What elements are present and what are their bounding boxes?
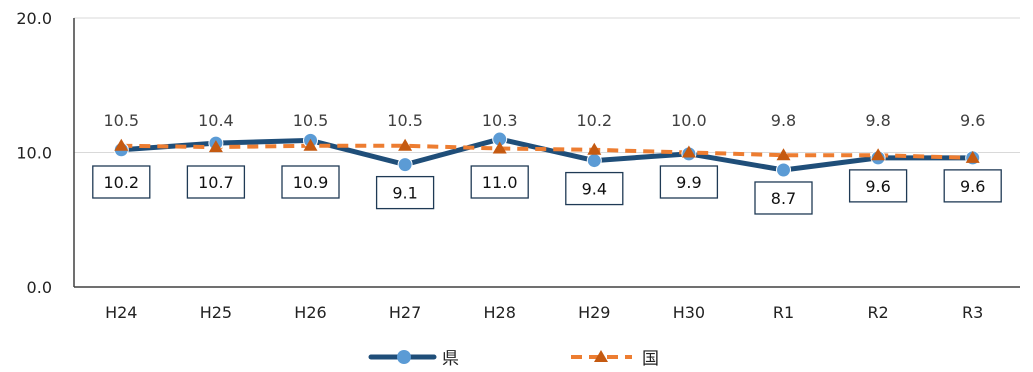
legend-marker-kuni bbox=[594, 350, 608, 362]
x-tick-label: R1 bbox=[773, 303, 794, 322]
data-label-ken: 10.9 bbox=[293, 173, 329, 192]
axes-layer: 0.0 10.0 20.0 H24 H25 H26 H27 H28 H29 H30 R1 R2 R3 bbox=[16, 9, 1020, 322]
data-label-kuni: 9.8 bbox=[771, 111, 796, 130]
data-point-kuni bbox=[492, 141, 507, 154]
data-point-kuni bbox=[587, 142, 602, 155]
legend-label-kuni: 国 bbox=[642, 349, 659, 369]
data-label-box-ken bbox=[281, 165, 340, 199]
series-layer bbox=[113, 131, 981, 178]
data-label-kuni: 9.8 bbox=[865, 111, 890, 130]
data-point-kuni bbox=[114, 138, 129, 151]
data-label-kuni: 10.5 bbox=[103, 111, 139, 130]
data-point-kuni bbox=[871, 148, 886, 161]
data-label-box-ken bbox=[186, 165, 246, 199]
x-tick-label: H25 bbox=[200, 303, 232, 322]
x-tick-label: H26 bbox=[294, 303, 326, 322]
x-tick-label: H24 bbox=[105, 303, 137, 322]
data-label-box-ken bbox=[92, 165, 151, 199]
data-label-ken: 8.7 bbox=[771, 189, 796, 208]
data-label-box-ken bbox=[375, 175, 435, 210]
y-tick-label: 10.0 bbox=[16, 144, 52, 163]
data-labels-layer: 10.5 10.4 10.5 10.5 10.3 10.2 10.0 9.8 9.8 9.6 10.… bbox=[92, 111, 1002, 215]
legend-label-ken: 県 bbox=[442, 349, 459, 369]
data-label-kuni: 10.4 bbox=[198, 111, 234, 130]
data-point-kuni bbox=[965, 150, 980, 163]
data-label-box-ken bbox=[565, 171, 624, 206]
data-label-kuni: 10.5 bbox=[293, 111, 329, 130]
x-tick-label: R2 bbox=[867, 303, 888, 322]
data-point-kuni bbox=[776, 148, 791, 161]
data-label-kuni: 10.5 bbox=[387, 111, 423, 130]
data-label-ken: 9.6 bbox=[865, 177, 890, 196]
data-label-ken: 9.4 bbox=[582, 180, 607, 199]
data-point-kuni bbox=[303, 138, 318, 151]
y-tick-label: 20.0 bbox=[16, 9, 52, 28]
data-label-ken: 9.1 bbox=[392, 184, 417, 203]
data-point-ken bbox=[397, 157, 413, 173]
data-label-kuni: 10.3 bbox=[482, 111, 518, 130]
data-point-ken bbox=[776, 162, 791, 178]
data-label-box-ken bbox=[754, 181, 813, 215]
data-point-kuni bbox=[208, 140, 223, 153]
data-label-ken: 10.2 bbox=[103, 173, 139, 192]
data-point-kuni bbox=[398, 138, 413, 151]
data-label-box-ken bbox=[659, 165, 719, 199]
data-point-kuni bbox=[681, 145, 696, 158]
data-label-box-ken bbox=[943, 169, 1002, 203]
x-tick-label: H27 bbox=[389, 303, 421, 322]
data-label-kuni: 10.2 bbox=[576, 111, 612, 130]
data-label-ken: 9.6 bbox=[960, 177, 985, 196]
series-line-kuni bbox=[121, 143, 973, 160]
data-label-ken: 11.0 bbox=[482, 173, 518, 192]
grid-layer bbox=[74, 17, 1020, 153]
x-tick-label: H30 bbox=[673, 303, 705, 322]
data-label-kuni: 9.6 bbox=[960, 111, 985, 130]
y-tick-label: 0.0 bbox=[27, 278, 52, 297]
data-label-box-ken bbox=[848, 169, 908, 203]
x-tick-label: H29 bbox=[578, 303, 610, 322]
data-label-ken: 10.7 bbox=[198, 173, 234, 192]
legend-marker-ken bbox=[397, 350, 411, 364]
data-label-kuni: 10.0 bbox=[671, 111, 707, 130]
data-label-box-ken bbox=[470, 165, 529, 199]
x-tick-label: R3 bbox=[962, 303, 983, 322]
data-point-ken bbox=[586, 153, 602, 169]
data-label-ken: 9.9 bbox=[676, 173, 701, 192]
series-line-ken bbox=[118, 136, 976, 173]
x-tick-label: H28 bbox=[484, 303, 516, 322]
legend: 県国 bbox=[368, 349, 659, 369]
